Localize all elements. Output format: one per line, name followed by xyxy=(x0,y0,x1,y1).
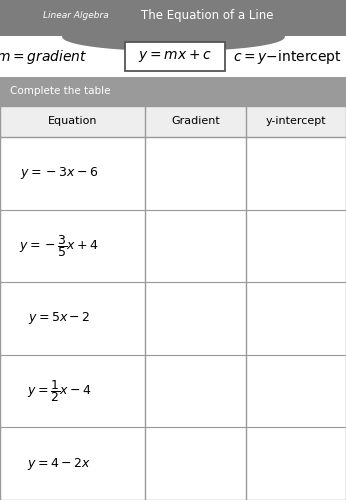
Bar xyxy=(0,106,346,137)
FancyBboxPatch shape xyxy=(125,42,225,71)
Bar xyxy=(0,36,346,77)
Text: $y = mx + c$: $y = mx + c$ xyxy=(138,48,212,64)
Bar xyxy=(0,106,346,500)
Bar xyxy=(0,77,346,106)
Text: $y = 4 - 2x$: $y = 4 - 2x$ xyxy=(27,456,91,471)
Text: Equation: Equation xyxy=(48,116,98,126)
Text: y-intercept: y-intercept xyxy=(265,116,326,126)
Bar xyxy=(0,0,346,36)
Text: Linear Algebra: Linear Algebra xyxy=(43,12,109,20)
Text: Complete the table: Complete the table xyxy=(10,86,111,97)
Text: $y = -\dfrac{3}{5}x + 4$: $y = -\dfrac{3}{5}x + 4$ xyxy=(19,233,99,259)
Text: The Equation of a Line: The Equation of a Line xyxy=(142,10,274,22)
Text: $y = \dfrac{1}{2}x - 4$: $y = \dfrac{1}{2}x - 4$ xyxy=(27,378,91,404)
Bar xyxy=(0,106,346,500)
Text: $y = 5x - 2$: $y = 5x - 2$ xyxy=(28,310,90,326)
Text: $m = gradient$: $m = gradient$ xyxy=(0,48,87,66)
Text: $c = y\mathrm{-intercept}$: $c = y\mathrm{-intercept}$ xyxy=(233,48,342,66)
Text: Gradient: Gradient xyxy=(171,116,220,126)
Text: $y = -3x - 6$: $y = -3x - 6$ xyxy=(20,166,98,182)
